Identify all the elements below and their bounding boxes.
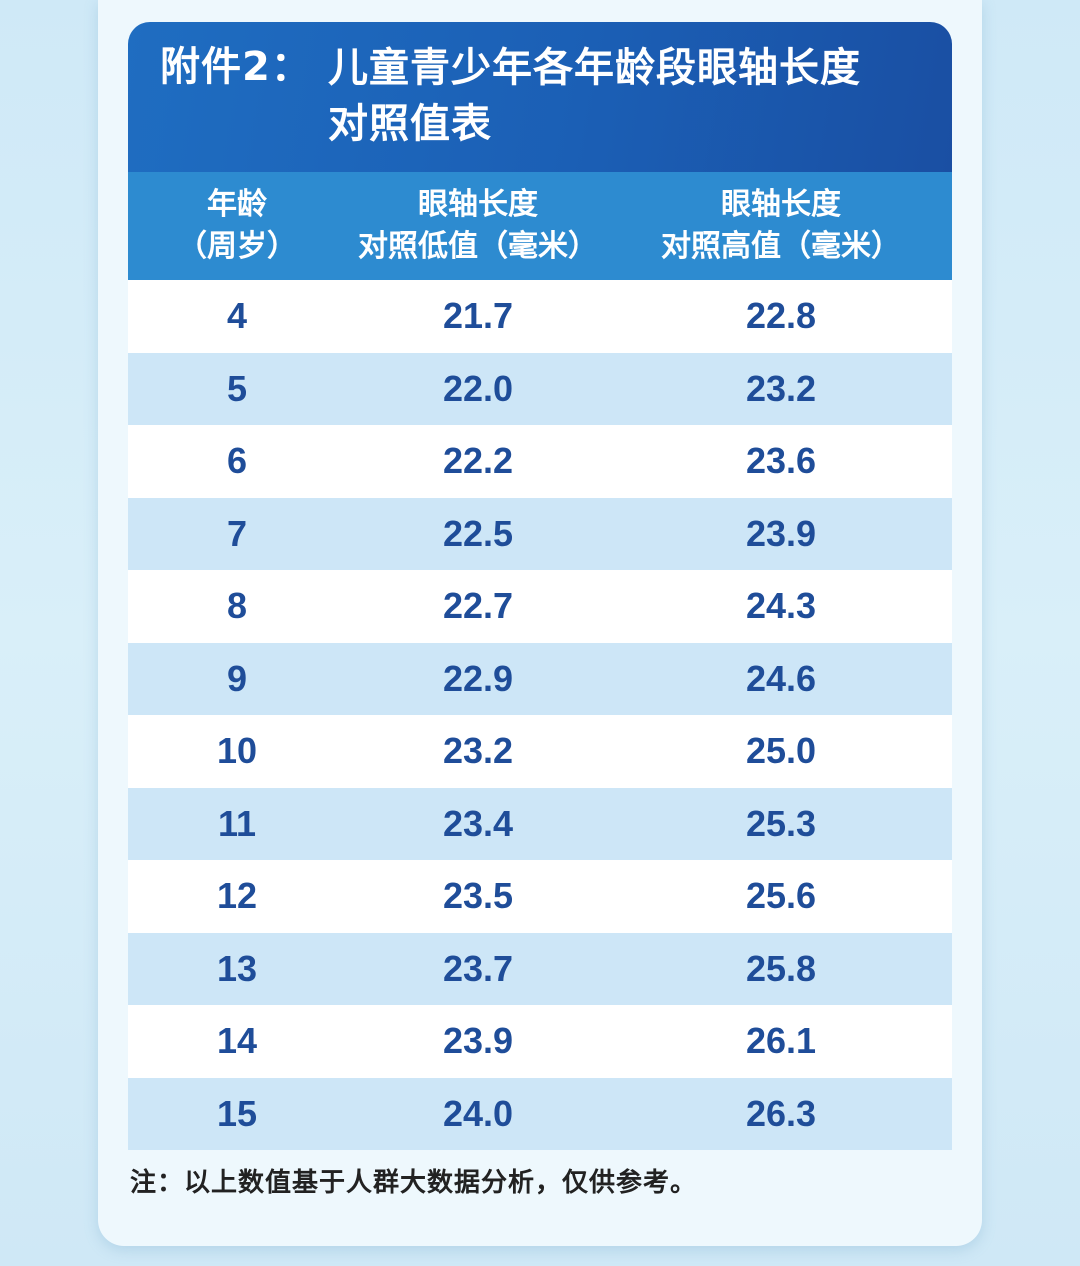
high-value-cell: 25.0 [745,730,817,772]
low-value-cell: 22.0 [442,367,514,409]
low-value-cell: 23.5 [442,875,514,917]
age-cell: 11 [217,802,257,844]
table-row: 7 22.5 23.9 [128,497,952,570]
age-cell: 5 [226,367,248,409]
table-row: 13 23.7 25.8 [128,932,952,1005]
table-row: 4 21.7 22.8 [128,280,952,353]
column-header-line-1: 年龄 [207,187,267,222]
column-header-age: 年龄 （周岁） [128,172,346,280]
low-value-cell: 24.0 [442,1092,514,1134]
table-row: 6 22.2 23.6 [128,425,952,498]
low-value-cell: 22.5 [442,512,514,554]
low-value-cell: 23.9 [442,1020,514,1062]
table-body: 4 21.7 22.8 5 22.0 23.2 6 22.2 23.6 7 22.5 23.9 8 22.… [128,280,952,1150]
low-value-cell: 23.7 [442,947,514,989]
table-row: 11 23.4 25.3 [128,787,952,860]
age-cell: 10 [216,730,258,772]
high-value-cell: 24.6 [745,657,817,699]
age-cell: 7 [226,512,248,554]
table-header-row: 年龄 （周岁） 眼轴长度 对照低值（毫米） 眼轴长度 对照高值（毫米） [128,172,952,280]
age-cell: 13 [216,947,258,989]
high-value-cell: 26.1 [745,1020,817,1062]
high-value-cell: 23.6 [745,440,817,482]
age-cell: 14 [216,1020,258,1062]
table-row: 15 24.0 26.3 [128,1077,952,1150]
column-header-low: 眼轴长度 对照低值（毫米） [346,172,610,280]
table-row: 12 23.5 25.6 [128,860,952,933]
high-value-cell: 23.2 [745,367,817,409]
high-value-cell: 25.6 [745,875,817,917]
table-row: 14 23.9 26.1 [128,1005,952,1078]
table-row: 10 23.2 25.0 [128,715,952,788]
table-row: 8 22.7 24.3 [128,570,952,643]
low-value-cell: 23.4 [442,802,514,844]
title-line-1: 儿童青少年各年龄段眼轴长度 [328,45,861,91]
table-row: 5 22.0 23.2 [128,352,952,425]
high-value-cell: 22.8 [745,295,817,337]
low-value-cell: 21.7 [442,295,514,337]
page-title: 儿童青少年各年龄段眼轴长度 对照值表 [328,40,938,152]
column-header-high: 眼轴长度 对照高值（毫米） [610,172,952,280]
high-value-cell: 24.3 [745,585,817,627]
age-cell: 15 [216,1092,258,1134]
title-prefix: 附件2： [160,44,312,90]
low-value-cell: 22.2 [442,440,514,482]
low-value-cell: 23.2 [442,730,514,772]
column-header-line-2: （周岁） [177,229,297,264]
footnote: 注：以上数值基于人群大数据分析，仅供参考。 [130,1168,698,1198]
high-value-cell: 25.8 [745,947,817,989]
column-header-line-2: 对照高值（毫米） [661,229,901,264]
high-value-cell: 26.3 [745,1092,817,1134]
age-cell: 4 [226,295,248,337]
age-cell: 8 [226,585,248,627]
column-header-line-2: 对照低值（毫米） [358,229,598,264]
high-value-cell: 23.9 [745,512,817,554]
table-title-bar: 附件2： 儿童青少年各年龄段眼轴长度 对照值表 [128,22,952,172]
age-cell: 6 [226,440,248,482]
age-cell: 9 [226,657,248,699]
column-header-line-1: 眼轴长度 [418,187,538,222]
low-value-cell: 22.7 [442,585,514,627]
column-header-line-1: 眼轴长度 [721,187,841,222]
high-value-cell: 25.3 [745,802,817,844]
table-row: 9 22.9 24.6 [128,642,952,715]
axial-length-table: 附件2： 儿童青少年各年龄段眼轴长度 对照值表 年龄 （周岁） 眼轴长度 对照低… [128,22,952,1150]
age-cell: 12 [216,875,258,917]
title-line-2: 对照值表 [328,101,492,147]
low-value-cell: 22.9 [442,657,514,699]
